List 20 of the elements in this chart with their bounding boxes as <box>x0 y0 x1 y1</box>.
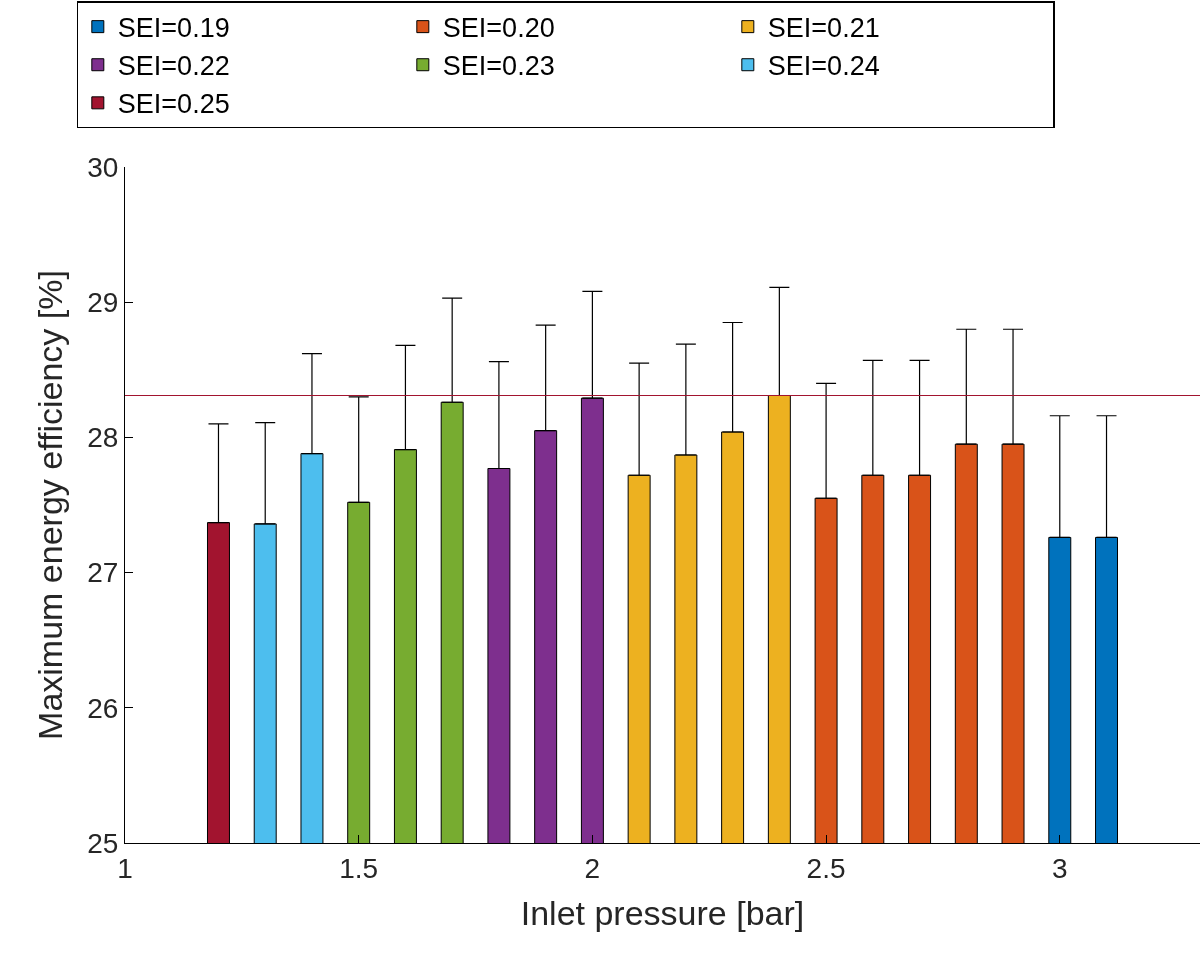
legend-label: SEI=0.23 <box>442 51 555 82</box>
y-tick-label: 26 <box>87 692 119 724</box>
x-tick-label: 2.5 <box>806 852 846 884</box>
y-tick-label: 25 <box>87 827 119 859</box>
legend-label: SEI=0.24 <box>767 51 880 82</box>
x-tick-label: 3 <box>1051 852 1068 884</box>
y-tick-label: 27 <box>87 557 119 589</box>
legend-label: SEI=0.22 <box>117 51 230 82</box>
legend-label: SEI=0.19 <box>117 13 230 44</box>
legend-label: SEI=0.25 <box>117 89 230 120</box>
x-tick-label: 1 <box>117 852 133 884</box>
y-tick-label: 28 <box>87 422 119 454</box>
legend-label: SEI=0.20 <box>442 13 555 44</box>
y-axis-title: Maximum energy efficiency [%] <box>30 270 69 740</box>
y-tick-label: 30 <box>87 151 119 183</box>
x-axis-title: Inlet pressure [bar] <box>520 894 805 932</box>
x-tick-label: 2 <box>584 852 601 884</box>
x-tick-label: 1.5 <box>339 852 379 884</box>
legend-label: SEI=0.21 <box>767 13 880 44</box>
y-tick-label: 29 <box>87 287 119 318</box>
